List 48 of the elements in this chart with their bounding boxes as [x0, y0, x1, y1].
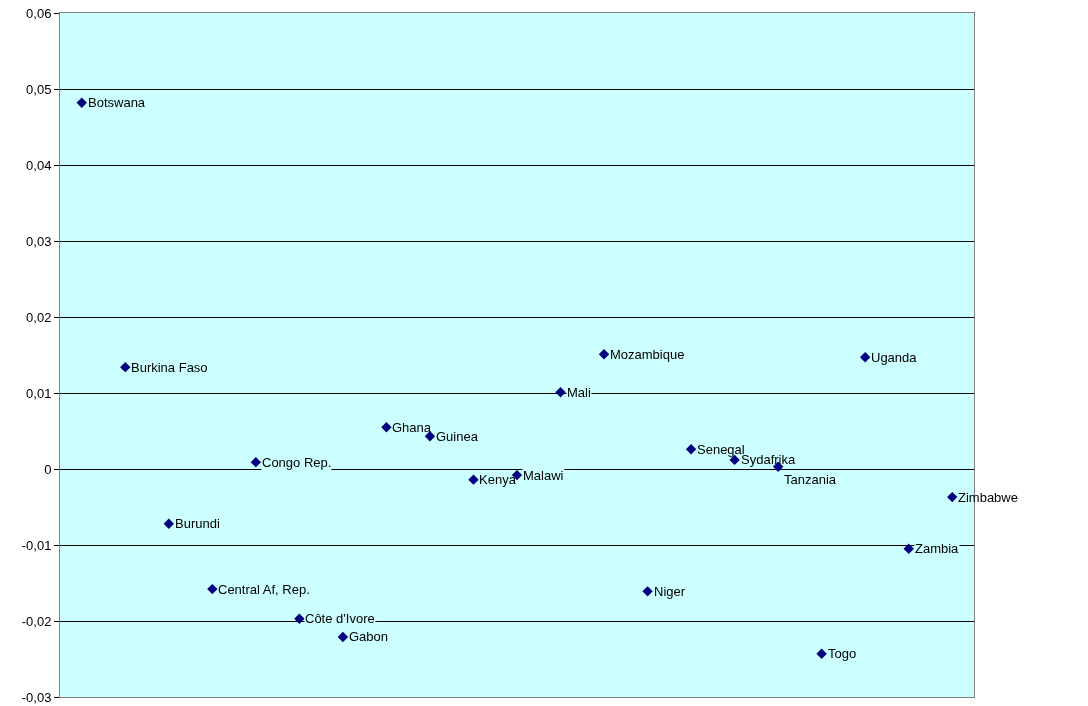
data-label: Malawi [523, 468, 564, 483]
y-tick-label: 0,06 [26, 5, 52, 21]
data-label: Tanzania [784, 472, 837, 487]
point [250, 456, 262, 468]
point [947, 491, 958, 503]
point [903, 543, 914, 554]
point [816, 648, 827, 659]
point [859, 352, 871, 363]
data-label: Botswana [88, 95, 146, 110]
data-label: Senegal [697, 442, 745, 457]
data-label: Gabon [349, 629, 389, 644]
point [685, 444, 697, 455]
data-label: Zambia [915, 541, 960, 556]
point [381, 422, 392, 433]
data-label: Guinea [436, 429, 479, 444]
data-label: Uganda [871, 350, 918, 365]
y-tick-label: 0,04 [26, 157, 52, 173]
point [424, 431, 436, 442]
point [163, 518, 175, 529]
y-tick-label: 0,05 [26, 81, 52, 97]
point [294, 613, 305, 624]
data-label: Central Af, Rep. [218, 582, 310, 597]
data-label: Mali [567, 385, 591, 400]
y-tick-label: -0,03 [21, 689, 52, 705]
point [468, 474, 479, 485]
data-label: Zimbabwe [958, 490, 1018, 505]
y-tick-label: -0,02 [21, 613, 52, 629]
point [207, 583, 218, 595]
data-label: Mozambique [610, 347, 685, 362]
data-label: Ghana [392, 420, 432, 435]
y-tick-label: 0,01 [26, 385, 52, 401]
data-label: Kenya [479, 472, 517, 487]
data-label: Côte d'Ivore [305, 611, 375, 626]
point [598, 349, 610, 360]
point [555, 387, 566, 398]
point [120, 361, 131, 373]
point [76, 97, 87, 108]
y-tick-label: 0,03 [26, 233, 52, 249]
y-tick-label: 0 [44, 461, 52, 477]
y-tick-label: -0,01 [21, 537, 52, 553]
data-label: Niger [654, 584, 686, 599]
data-label: Congo Rep. [262, 455, 332, 470]
point [642, 586, 653, 597]
data-label: Burkina Faso [131, 360, 208, 375]
y-tick-label: 0,02 [26, 309, 52, 325]
point [337, 631, 349, 643]
data-label: Togo [828, 646, 857, 661]
data-label: Burundi [175, 516, 220, 531]
